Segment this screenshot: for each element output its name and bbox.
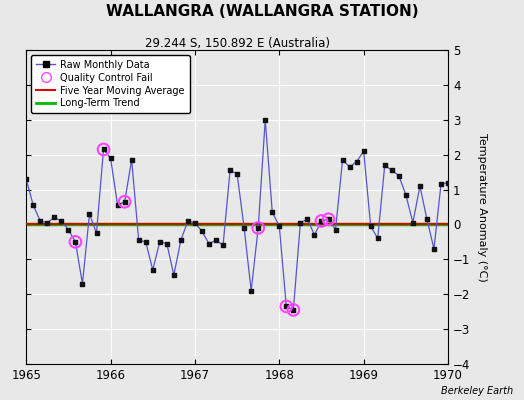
Point xyxy=(29,202,37,208)
Point xyxy=(451,324,459,330)
Point xyxy=(198,228,206,235)
Point xyxy=(247,288,255,294)
Point xyxy=(162,240,171,247)
Point xyxy=(395,172,403,179)
Point xyxy=(437,181,445,188)
Point xyxy=(345,164,354,170)
Point xyxy=(402,192,410,198)
Point xyxy=(324,216,333,222)
Point xyxy=(127,157,136,163)
Point xyxy=(141,239,150,245)
Point xyxy=(64,226,73,233)
Point xyxy=(43,220,51,226)
Title: 29.244 S, 150.892 E (Australia): 29.244 S, 150.892 E (Australia) xyxy=(145,37,330,50)
Point xyxy=(71,239,80,245)
Point xyxy=(380,162,389,168)
Point xyxy=(106,155,115,161)
Point xyxy=(254,225,263,231)
Point xyxy=(57,218,66,224)
Point xyxy=(121,198,129,205)
Point xyxy=(219,242,227,248)
Legend: Raw Monthly Data, Quality Control Fail, Five Year Moving Average, Long-Term Tren: Raw Monthly Data, Quality Control Fail, … xyxy=(31,55,190,113)
Point xyxy=(261,116,269,123)
Point xyxy=(444,179,452,186)
Point xyxy=(149,267,157,273)
Point xyxy=(318,218,326,224)
Point xyxy=(170,272,178,278)
Point xyxy=(205,240,213,247)
Point xyxy=(289,307,298,313)
Point xyxy=(359,148,368,154)
Point xyxy=(268,209,277,216)
Point xyxy=(310,232,319,238)
Point xyxy=(324,216,333,222)
Point xyxy=(71,239,80,245)
Point xyxy=(92,230,101,236)
Point xyxy=(388,167,396,174)
Point xyxy=(296,220,304,226)
Point xyxy=(423,216,431,222)
Point xyxy=(85,211,94,217)
Point xyxy=(254,225,263,231)
Point xyxy=(184,218,192,224)
Point xyxy=(282,303,290,310)
Point xyxy=(282,303,290,310)
Point xyxy=(339,157,347,163)
Point xyxy=(212,237,220,243)
Point xyxy=(50,214,59,221)
Point xyxy=(36,218,45,224)
Point xyxy=(100,146,108,153)
Point xyxy=(135,237,143,243)
Y-axis label: Temperature Anomaly (°C): Temperature Anomaly (°C) xyxy=(477,133,487,281)
Point xyxy=(318,218,326,224)
Point xyxy=(303,216,312,222)
Text: Berkeley Earth: Berkeley Earth xyxy=(441,386,514,396)
Point xyxy=(366,223,375,229)
Point xyxy=(226,167,234,174)
Point xyxy=(233,171,242,177)
Point xyxy=(240,225,248,231)
Point xyxy=(416,183,424,189)
Point xyxy=(121,198,129,205)
Point xyxy=(113,202,122,208)
Text: WALLANGRA (WALLANGRA STATION): WALLANGRA (WALLANGRA STATION) xyxy=(106,4,418,19)
Point xyxy=(156,239,164,245)
Point xyxy=(177,237,185,243)
Point xyxy=(22,176,30,182)
Point xyxy=(353,158,361,165)
Point xyxy=(100,146,108,153)
Point xyxy=(409,220,417,226)
Point xyxy=(289,307,298,313)
Point xyxy=(430,246,438,252)
Point xyxy=(191,220,199,226)
Point xyxy=(275,223,283,229)
Point xyxy=(78,280,86,287)
Point xyxy=(374,235,382,242)
Point xyxy=(331,226,340,233)
